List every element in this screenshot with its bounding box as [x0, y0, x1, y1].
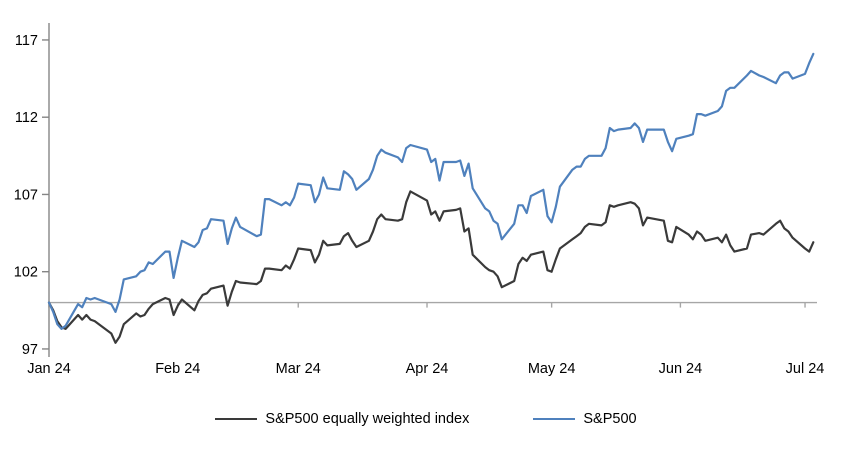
x-tick-label: Feb 24 [155, 361, 200, 377]
sp500-line-swatch [533, 418, 576, 421]
legend-item-equal-weight: S&P500 equally weighted index [215, 412, 469, 427]
x-tick-label: Mar 24 [276, 361, 321, 377]
legend-label-equal-weight: S&P500 equally weighted index [265, 411, 470, 427]
x-tick-label: Jan 24 [27, 361, 71, 377]
y-tick-label: 117 [15, 33, 38, 49]
x-tick-label: Apr 24 [406, 361, 449, 377]
y-tick-label: 97 [22, 342, 38, 358]
chart-legend: S&P500 equally weighted index S&P500 [0, 412, 852, 427]
equal-weight-line-swatch [215, 418, 258, 421]
y-tick-label: 112 [15, 110, 38, 126]
y-tick-label: 107 [14, 187, 38, 203]
legend-item-sp500: S&P500 [533, 411, 637, 427]
x-tick-label: Jul 24 [786, 361, 825, 377]
equal-weight-index-line [47, 190, 815, 344]
sp500-line [47, 52, 815, 330]
x-tick-label: May 24 [528, 361, 576, 377]
legend-label-sp500: S&P500 [583, 411, 637, 427]
y-tick-label: 102 [14, 265, 38, 281]
x-tick-label: Jun 24 [659, 361, 703, 377]
